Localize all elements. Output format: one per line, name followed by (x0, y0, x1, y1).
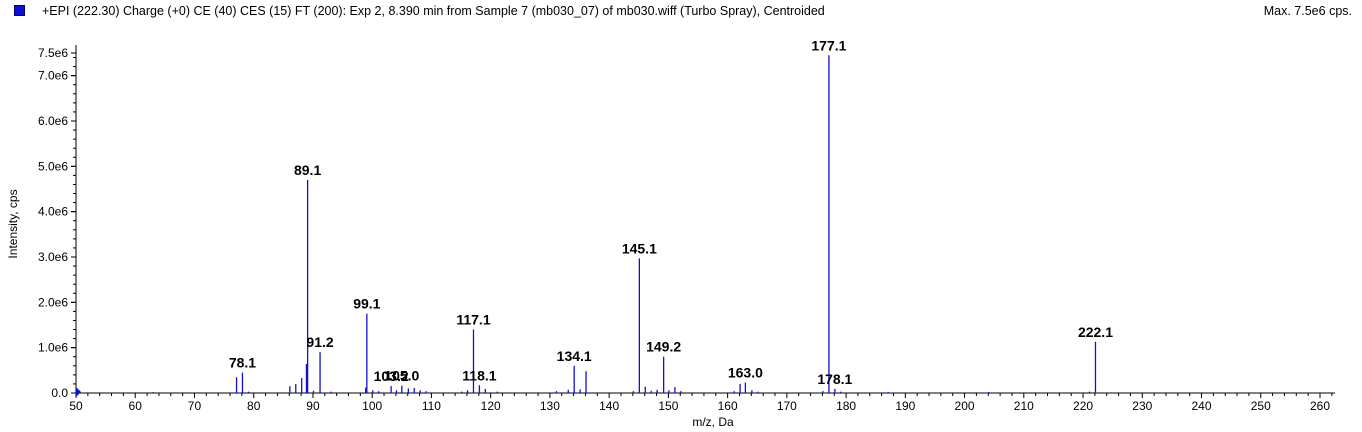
x-tick-label: 110 (422, 399, 441, 413)
chart-bars (152, 55, 1097, 393)
y-tick-label: 3.0e6 (38, 250, 68, 264)
x-tick-label: 140 (599, 399, 619, 413)
x-tick-label: 80 (247, 399, 261, 413)
y-axis-label: Intensity, cps (6, 189, 20, 258)
x-tick-label: 90 (306, 399, 320, 413)
peak-label: 177.1 (811, 37, 846, 53)
peak-label: 134.1 (557, 348, 592, 364)
y-tick-label: 0.0 (51, 386, 68, 400)
x-tick-label: 200 (955, 399, 975, 413)
x-tick-label: 120 (481, 399, 501, 413)
y-tick-label: 7.0e6 (38, 69, 68, 83)
y-tick-label: 1.0e6 (38, 341, 68, 355)
spectrum-title: +EPI (222.30) Charge (+0) CE (40) CES (1… (42, 4, 825, 18)
x-axis-label: m/z, Da (692, 415, 734, 429)
y-tick-label: 7.5e6 (38, 46, 68, 60)
peak-label: 91.2 (306, 334, 333, 350)
x-tick-label: 210 (1014, 399, 1034, 413)
x-tick-label: 170 (777, 399, 797, 413)
peak-label: 78.1 (229, 355, 256, 371)
peak-label: 117.1 (456, 312, 490, 328)
x-tick-label: 190 (895, 399, 915, 413)
peak-label: 99.1 (353, 296, 380, 312)
y-tick-label: 5.0e6 (38, 159, 68, 173)
x-tick-label: 150 (658, 399, 678, 413)
cursor-marker[interactable] (76, 387, 81, 397)
x-tick-label: 180 (836, 399, 856, 413)
x-tick-label: 230 (1132, 399, 1152, 413)
peak-label: 105.0 (384, 368, 419, 384)
spectrum-header: +EPI (222.30) Charge (+0) CE (40) CES (1… (0, 0, 1362, 24)
x-tick-label: 50 (69, 399, 83, 413)
x-tick-label: 100 (362, 399, 382, 413)
peak-label: 222.1 (1078, 324, 1113, 340)
y-tick-label: 6.0e6 (38, 114, 68, 128)
peak-label: 163.0 (728, 365, 763, 381)
peak-label: 149.2 (646, 339, 681, 355)
series-legend-swatch[interactable] (14, 5, 25, 16)
x-tick-label: 250 (1251, 399, 1271, 413)
peak-label: 89.1 (294, 162, 321, 178)
x-tick-label: 240 (1192, 399, 1212, 413)
x-tick-label: 160 (718, 399, 738, 413)
x-tick-label: 60 (129, 399, 143, 413)
x-tick-label: 70 (188, 399, 202, 413)
peak-label: 118.1 (462, 367, 496, 383)
x-tick-label: 130 (540, 399, 560, 413)
x-tick-label: 220 (1073, 399, 1093, 413)
peak-label: 145.1 (622, 240, 657, 256)
chart-axes: 50 60 70 80 90 100 110 120 130 140 150 160 170 180 190… (38, 45, 1335, 413)
x-tick-label: 260 (1310, 399, 1330, 413)
y-tick-label: 4.0e6 (38, 205, 68, 219)
peak-label: 103.2 (374, 368, 409, 384)
max-intensity-label: Max. 7.5e6 cps. (1263, 4, 1352, 18)
y-tick-label: 2.0e6 (38, 295, 68, 309)
peak-label: 178.1 (817, 371, 852, 387)
